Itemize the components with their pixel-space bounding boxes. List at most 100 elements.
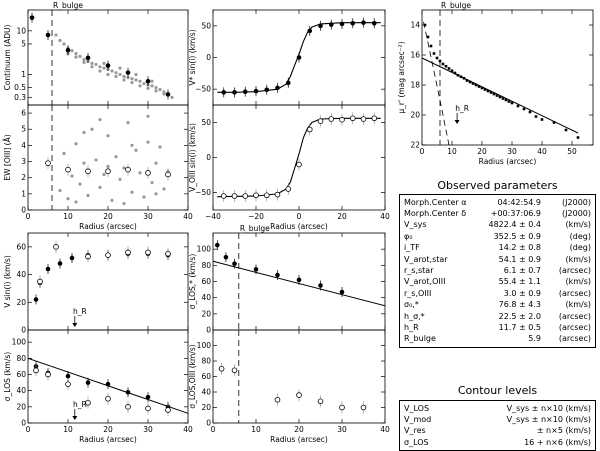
v_oiii_sini-x-tick-label: 0	[297, 212, 302, 221]
vstar_rotation-open-point	[105, 252, 111, 258]
v_oiii_sini-open-point	[285, 186, 292, 192]
sigma_los_star-y-tick-label: 40	[201, 293, 211, 302]
ew_oiii-x-tick-label: 10	[63, 212, 73, 221]
continuum-black-point	[45, 32, 51, 38]
vstar_rotation-hr-arrowhead	[72, 323, 78, 327]
sigma_los-open-point	[85, 399, 91, 406]
ew_oiii-grey-point	[78, 182, 82, 186]
vstar_rotation-open-point	[125, 249, 131, 256]
surface_brightness-point	[576, 136, 580, 139]
sigma_los-hr-label: h_R	[73, 400, 87, 409]
v_oiii_sini-open-point	[296, 161, 302, 168]
continuum-grey-point	[134, 72, 138, 77]
surface_brightness-point	[444, 64, 448, 68]
surface_brightness-y-tick-label: 14	[410, 21, 420, 30]
surface_brightness-point	[450, 69, 454, 73]
surface_brightness-point	[483, 88, 487, 91]
sigma_los-x-tick-label: 20	[103, 425, 113, 434]
ew_oiii-grey-point	[130, 143, 134, 147]
surface_brightness-y-tick-label: 22	[410, 141, 420, 150]
vstar_sini-black-point	[328, 22, 334, 27]
surface_brightness-y-tick-label: 18	[410, 81, 420, 90]
continuum-grey-point	[142, 81, 146, 86]
vstar_sini-black-point	[275, 85, 280, 91]
surface_brightness-x-tick-label: 50	[567, 147, 577, 156]
vstar_rotation-y-tick-label: 40	[16, 270, 26, 279]
continuum-y-label: Continuum (ADU)	[3, 25, 12, 91]
param-row: Morph.Center δ +00:37:06.9 (J2000)	[404, 209, 591, 219]
contour-row: V_res ± n×5 (km/s)	[404, 426, 591, 436]
continuum-grey-point	[130, 81, 134, 85]
sigma_los-black-point	[105, 381, 111, 387]
param-row: h_R 11.7 ± 0.5 (arcsec)	[404, 322, 591, 332]
contour-levels-title: Contour levels	[457, 384, 538, 397]
vstar_rotation-y-tick-label: 20	[16, 298, 26, 307]
v_oiii_sini-open-point	[220, 193, 227, 199]
sigma_los-x-tick-label: 30	[143, 425, 153, 434]
sigma_los_oiii-open-point	[274, 396, 281, 403]
continuum-grey-point	[82, 60, 86, 64]
sigma_los_oiii-y-tick-label: 80	[201, 357, 211, 366]
surface_brightness-point	[498, 95, 502, 99]
param-row: φ₀ 352.5 ± 0.9 (deg)	[404, 231, 591, 241]
sigma_los-x-tick-label: 10	[63, 425, 73, 434]
sigma_los_oiii-open-point	[218, 365, 225, 372]
sigma_los_oiii-open-point	[339, 404, 345, 411]
ew_oiii-y-tick-label: 3	[21, 157, 26, 166]
ew_oiii-grey-point	[66, 197, 70, 201]
surface_brightness-hr-label: h_R	[455, 104, 469, 113]
ew_oiii-grey-point	[142, 195, 146, 199]
sigma_los-open-point	[145, 405, 151, 412]
continuum-grey-point	[90, 65, 94, 69]
sigma_los_oiii-open-point	[231, 367, 238, 374]
sigma_los-open-point	[65, 381, 71, 387]
surface_brightness-x-tick-label: 0	[420, 147, 425, 156]
v_oiii_sini-x-tick-label: 20	[337, 212, 347, 221]
sigma_los-x-tick-label: 0	[26, 425, 31, 434]
v_oiii_sini-y-label: V_OIII sin(i) (km/s)	[188, 123, 197, 192]
ew_oiii-grey-point	[74, 200, 78, 204]
vstar_rotation-open-point	[145, 249, 151, 256]
sigma_los-black-point	[65, 373, 71, 379]
sigma_los_star-y-tick-label: 20	[201, 309, 211, 318]
v_oiii_sini-open-point	[242, 193, 249, 199]
vstar_rotation-open-point	[165, 250, 171, 257]
vstar_sini-black-point	[307, 28, 313, 34]
param-row: V_sys 4822.4 ± 0.4 (km/s)	[404, 220, 591, 230]
v_oiii_sini-open-point	[328, 116, 335, 122]
ew_oiii-grey-point	[118, 177, 122, 181]
continuum-grey-point	[78, 54, 82, 58]
ew_oiii-grey-point	[98, 185, 102, 189]
v_oiii_sini-open-point	[263, 192, 270, 199]
continuum-black-point	[29, 15, 35, 20]
surface_brightness-point	[447, 67, 451, 70]
ew_oiii-open-point	[145, 170, 151, 176]
vstar_sini-black-point	[371, 21, 377, 26]
ew_oiii-grey-point	[154, 192, 158, 196]
vstar_sini-black-point	[221, 90, 227, 95]
v_oiii_sini-model-line	[217, 117, 381, 198]
continuum-grey-point	[62, 42, 66, 46]
ew_oiii-x-tick-label: 30	[143, 212, 153, 221]
v_oiii_sini-open-point	[339, 116, 345, 123]
ew_oiii-grey-point	[158, 145, 162, 149]
surface_brightness-point	[453, 71, 457, 75]
ew_oiii-grey-point	[138, 171, 142, 175]
surface_brightness-x-label: Radius (arcsec)	[479, 157, 537, 166]
sigma_los-y-tick-label: 60	[16, 370, 26, 379]
v_oiii_sini-open-point	[317, 118, 324, 124]
sigma_los-y-tick-label: 100	[12, 338, 27, 347]
sigma_los_oiii-x-label: Radius (arcsec)	[270, 435, 328, 444]
v_oiii_sini-x-tick-label: 40	[380, 212, 390, 221]
vstar_rotation-black-point	[45, 266, 51, 272]
ew_oiii-grey-point	[162, 187, 166, 191]
sigma_los-y-label: σ_LOS (km/s)	[3, 352, 12, 401]
surface_brightness-y-tick-label: 20	[410, 111, 420, 120]
observed-parameters-table: Morph.Center α 04:42:54.9 (J2000) Morph.Ce…	[399, 194, 596, 349]
sigma_los_star-black-point	[339, 289, 345, 295]
sigma_los-y-tick-label: 0	[21, 419, 26, 428]
param-row: i_TF 14.2 ± 0.8 (deg)	[404, 243, 591, 253]
sigma_los-frame	[27, 329, 189, 424]
surface_brightness-disk-fit	[421, 57, 579, 134]
sigma_los-open-point	[125, 404, 131, 410]
